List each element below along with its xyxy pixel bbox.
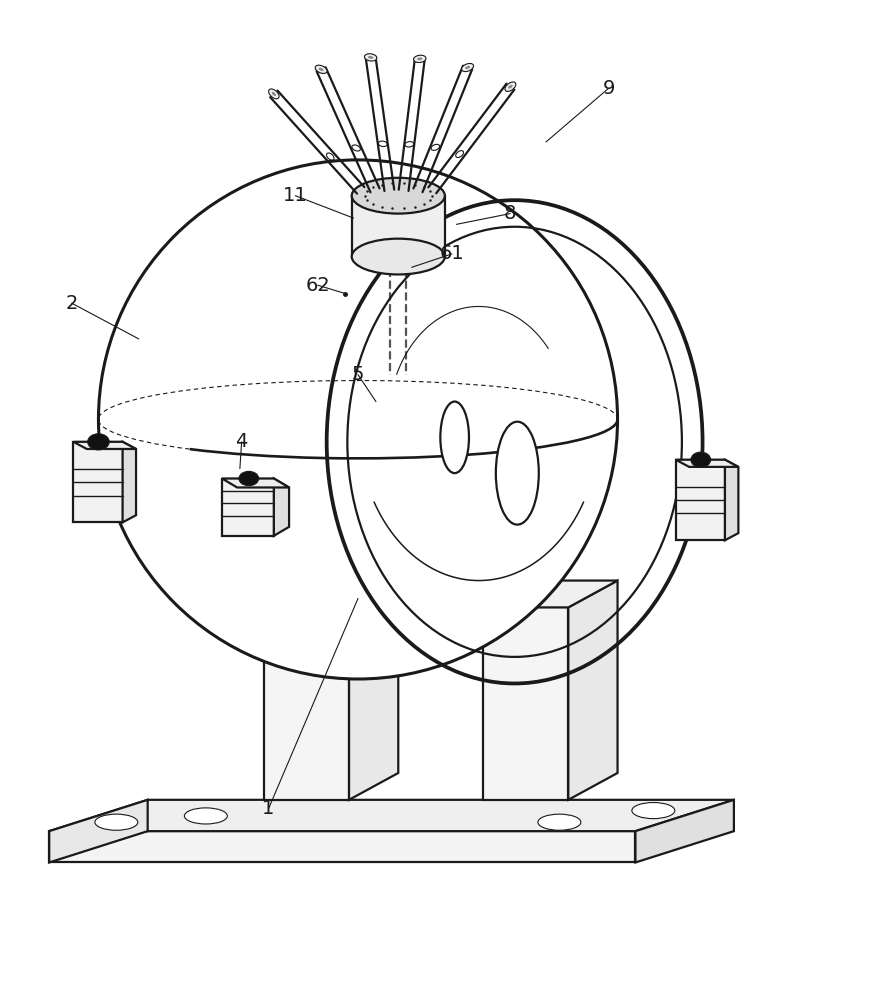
Text: 8: 8 [503, 204, 516, 223]
Text: 61: 61 [439, 244, 464, 263]
Polygon shape [483, 581, 617, 607]
Ellipse shape [413, 55, 426, 62]
Ellipse shape [508, 85, 512, 89]
Polygon shape [675, 460, 724, 540]
Ellipse shape [417, 57, 422, 60]
Polygon shape [274, 479, 289, 536]
Polygon shape [724, 460, 738, 540]
Ellipse shape [367, 56, 373, 59]
Polygon shape [73, 442, 122, 522]
Polygon shape [122, 442, 136, 522]
Polygon shape [264, 607, 349, 800]
Ellipse shape [537, 814, 580, 830]
Polygon shape [635, 800, 733, 862]
Polygon shape [73, 442, 136, 449]
Polygon shape [49, 831, 635, 862]
Ellipse shape [315, 65, 326, 73]
Polygon shape [675, 460, 738, 467]
Polygon shape [264, 581, 398, 607]
Text: 11: 11 [283, 186, 308, 205]
Polygon shape [483, 607, 568, 800]
Polygon shape [222, 479, 274, 536]
Polygon shape [222, 479, 289, 487]
Text: 5: 5 [351, 365, 364, 384]
Ellipse shape [98, 160, 617, 679]
Ellipse shape [184, 808, 227, 824]
Ellipse shape [690, 452, 710, 467]
Ellipse shape [268, 89, 279, 99]
Ellipse shape [318, 68, 324, 71]
Ellipse shape [95, 814, 138, 830]
Ellipse shape [351, 178, 444, 214]
Text: 1: 1 [262, 799, 274, 818]
Polygon shape [351, 196, 444, 257]
Polygon shape [349, 581, 398, 800]
Text: 2: 2 [65, 294, 78, 313]
Text: 62: 62 [305, 276, 330, 295]
Text: 4: 4 [235, 432, 248, 451]
Polygon shape [49, 800, 733, 831]
Ellipse shape [631, 803, 674, 819]
Ellipse shape [461, 63, 473, 72]
Ellipse shape [239, 471, 258, 486]
Ellipse shape [88, 434, 109, 450]
Ellipse shape [272, 92, 275, 96]
Ellipse shape [440, 402, 468, 473]
Polygon shape [49, 800, 148, 862]
Ellipse shape [465, 66, 469, 69]
Ellipse shape [364, 54, 376, 61]
Ellipse shape [351, 239, 444, 274]
Ellipse shape [504, 82, 515, 91]
Ellipse shape [495, 422, 538, 525]
Polygon shape [568, 581, 617, 800]
Text: 9: 9 [602, 79, 614, 98]
